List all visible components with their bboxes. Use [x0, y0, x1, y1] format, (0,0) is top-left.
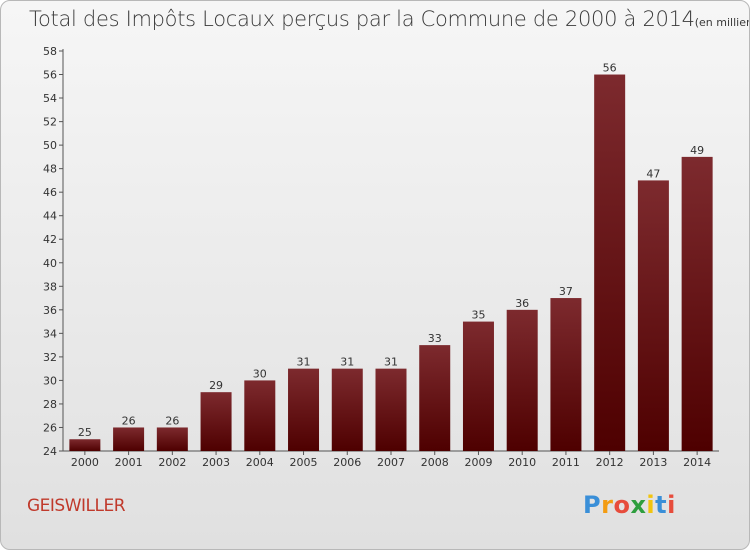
value-label-2005: 31: [297, 356, 311, 369]
x-tick-label-2005: 2005: [290, 456, 318, 469]
bar-2013: [637, 180, 669, 452]
y-tick-label: 38: [43, 280, 57, 293]
x-tick-label-2006: 2006: [333, 456, 361, 469]
logo-letter: P: [583, 491, 602, 519]
x-tick-label-2001: 2001: [115, 456, 143, 469]
bar-2003: [200, 392, 232, 451]
bar-2004: [244, 380, 276, 451]
x-tick-label-2007: 2007: [377, 456, 405, 469]
x-tick-label-2010: 2010: [508, 456, 536, 469]
x-tick-label-2008: 2008: [421, 456, 449, 469]
value-label-2007: 31: [384, 356, 398, 369]
y-tick-label: 32: [43, 351, 57, 364]
value-label-2013: 47: [646, 167, 660, 180]
commune-name: GEISWILLER: [27, 496, 126, 516]
logo-letter: i: [667, 491, 676, 519]
bar-2001: [113, 427, 145, 451]
unit-note: (en milliers d'€): [694, 16, 749, 29]
x-tick-label-2003: 2003: [202, 456, 230, 469]
bar-2008: [419, 345, 451, 451]
x-tick-label-2002: 2002: [158, 456, 186, 469]
x-tick-label-2011: 2011: [552, 456, 580, 469]
value-label-2004: 30: [253, 367, 267, 380]
bar-2012: [594, 74, 626, 451]
y-tick-label: 42: [43, 233, 57, 246]
value-label-2001: 26: [122, 414, 136, 427]
y-tick-label: 50: [43, 139, 57, 152]
logo-letter: x: [630, 491, 647, 519]
bar-2000: [69, 439, 101, 451]
y-tick-label: 36: [43, 304, 57, 317]
y-tick-label: 30: [43, 374, 57, 387]
x-tick-label-2000: 2000: [71, 456, 99, 469]
bar-2010: [506, 309, 538, 451]
value-label-2012: 56: [603, 62, 617, 75]
chart-title-row: Total des Impôts Locaux perçus par la Co…: [29, 7, 749, 31]
y-tick-label: 52: [43, 116, 57, 129]
logo-letter: o: [613, 491, 631, 519]
bar-2006: [331, 368, 363, 451]
proxiti-logo[interactable]: Proxiti: [583, 491, 676, 519]
y-tick-label: 40: [43, 257, 57, 270]
y-tick-label: 26: [43, 421, 57, 434]
y-tick-label: 48: [43, 163, 57, 176]
bar-2005: [288, 368, 320, 451]
y-tick-label: 44: [43, 210, 57, 223]
bar-2014: [681, 156, 713, 451]
value-label-2006: 31: [340, 356, 354, 369]
logo-letter: r: [601, 491, 614, 519]
axes: 24 26 28 30 32 34 36 38 40 42 44 46 48 50 52 54 56 58 2000…: [43, 45, 719, 469]
logo-letter: i: [646, 491, 656, 519]
y-tick-label: 24: [43, 445, 57, 458]
bar-2007: [375, 368, 407, 451]
x-tick-label-2012: 2012: [596, 456, 624, 469]
logo-letter: t: [655, 491, 668, 519]
y-tick-label: 34: [43, 327, 57, 340]
bar-2009: [462, 321, 494, 451]
value-label-2008: 33: [428, 332, 442, 345]
x-tick-label-2009: 2009: [464, 456, 492, 469]
x-tick-label-2013: 2013: [639, 456, 667, 469]
y-tick-label: 54: [43, 92, 57, 105]
value-label-2000: 25: [78, 426, 92, 439]
y-tick-label: 46: [43, 186, 57, 199]
chart-title: Total des Impôts Locaux perçus par la Co…: [29, 7, 695, 31]
value-label-2011: 37: [559, 285, 573, 298]
value-label-2010: 36: [515, 297, 529, 310]
bar-2002: [156, 427, 188, 451]
value-label-2002: 26: [165, 414, 179, 427]
value-label-2003: 29: [209, 379, 223, 392]
value-label-2009: 35: [471, 309, 485, 322]
y-tick-label: 58: [43, 45, 57, 58]
bars: [69, 74, 713, 452]
x-tick-label-2014: 2014: [683, 456, 711, 469]
value-labels: 25 26 26 29 30 31 31 31 33 35 36 37 56 47 49: [78, 62, 704, 440]
x-tick-label-2004: 2004: [246, 456, 274, 469]
y-tick-label: 56: [43, 69, 57, 82]
value-label-2014: 49: [690, 144, 704, 157]
bar-2011: [550, 298, 582, 451]
y-tick-label: 28: [43, 398, 57, 411]
